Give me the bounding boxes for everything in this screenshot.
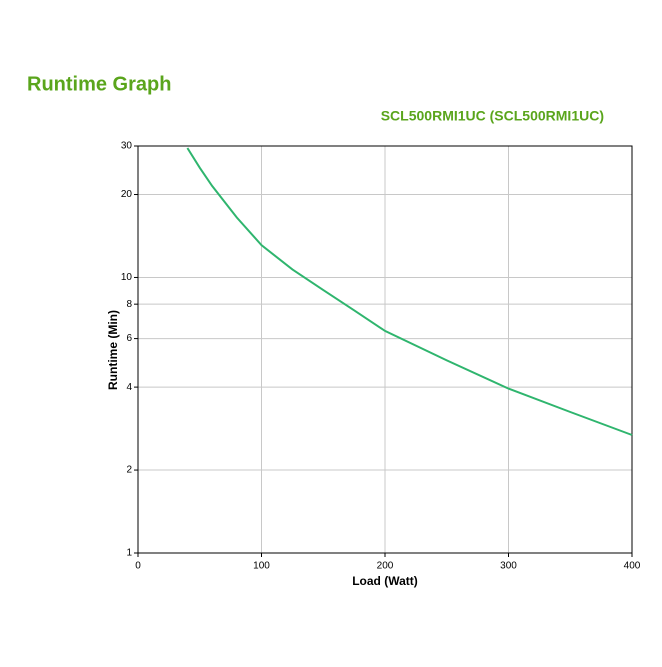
x-axis-label: Load (Watt)	[352, 574, 418, 588]
y-tick-label: 8	[126, 299, 132, 310]
x-tick-label: 400	[624, 561, 641, 572]
x-tick-label: 0	[135, 561, 141, 572]
x-tick-label: 300	[500, 561, 517, 572]
x-tick-label: 200	[377, 561, 394, 572]
x-tick-label: 100	[253, 561, 270, 572]
y-tick-label: 10	[121, 272, 133, 283]
y-axis-label: Runtime (Min)	[106, 310, 120, 390]
y-tick-label: 4	[126, 382, 132, 393]
chart-subtitle: SCL500RMI1UC (SCL500RMI1UC)	[381, 108, 604, 124]
y-tick-label: 2	[126, 465, 132, 476]
y-tick-label: 30	[121, 141, 133, 152]
plot-frame	[137, 145, 633, 554]
y-tick-label: 6	[126, 333, 132, 344]
y-tick-label: 20	[121, 189, 133, 200]
chart-title: Runtime Graph	[27, 73, 171, 95]
y-tick-label: 1	[126, 548, 132, 559]
runtime-line	[186, 147, 633, 436]
